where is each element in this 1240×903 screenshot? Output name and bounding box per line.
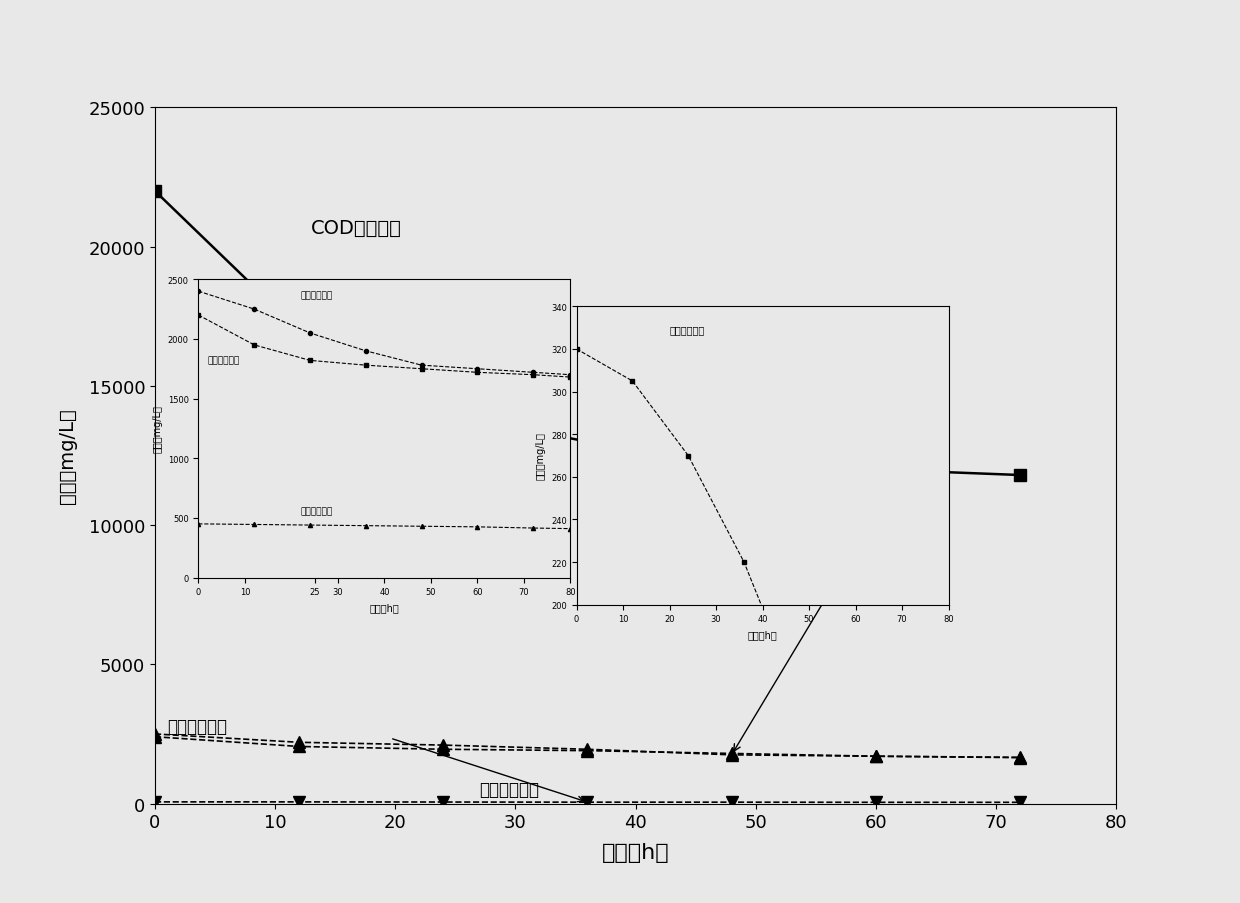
Text: COD浓度变化: COD浓度变化 <box>311 219 402 237</box>
Text: 总磷浓度变化: 总磷浓度变化 <box>670 324 704 334</box>
X-axis label: 时间（h）: 时间（h） <box>370 602 399 612</box>
Y-axis label: 浓度（mg/L）: 浓度（mg/L） <box>58 408 77 504</box>
Text: 总氮浓度变化: 总氮浓度变化 <box>734 499 910 751</box>
Text: 总磷浓度变化: 总磷浓度变化 <box>480 780 539 798</box>
Y-axis label: 浓度（mg/L）: 浓度（mg/L） <box>536 433 546 479</box>
Text: 氨氮浓度变化: 氨氮浓度变化 <box>208 357 241 366</box>
Text: 总氮浓度变化: 总氮浓度变化 <box>301 291 334 300</box>
X-axis label: 时间（h）: 时间（h） <box>601 842 670 862</box>
X-axis label: 时间（h）: 时间（h） <box>748 629 777 639</box>
Y-axis label: 浓度（mg/L）: 浓度（mg/L） <box>153 405 162 452</box>
Text: 氨氮浓度变化: 氨氮浓度变化 <box>167 717 227 735</box>
Text: 总磷浓度变化: 总磷浓度变化 <box>301 507 334 516</box>
